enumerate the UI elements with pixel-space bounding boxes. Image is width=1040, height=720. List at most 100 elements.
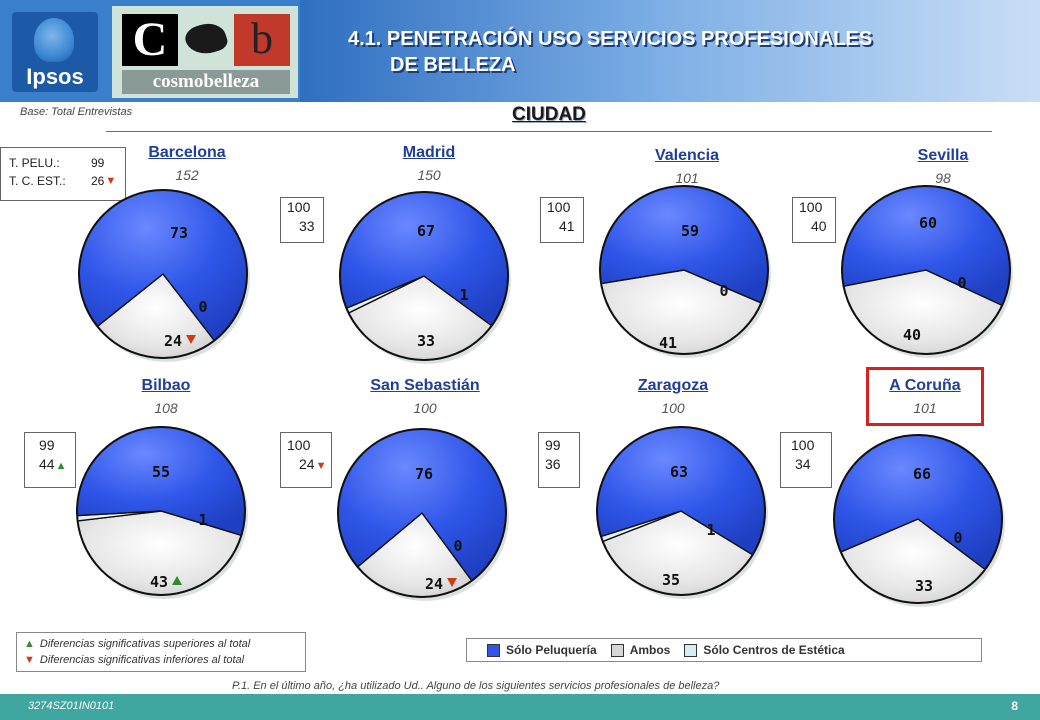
logo-b-letter: b — [234, 14, 290, 66]
ref-line1: 99 — [39, 437, 55, 453]
down-triangle-icon: ▼ — [315, 460, 327, 472]
city-base: 100 — [413, 400, 437, 416]
legend-swatch — [487, 643, 500, 657]
totals-value: 26 — [91, 174, 105, 188]
legend-swatch — [684, 643, 698, 657]
pie-value-label: 55 — [152, 463, 170, 481]
ref-line2: 44 — [39, 456, 55, 472]
reference-box: 99 44▲ — [24, 432, 76, 488]
footer: 3274SZ01IN0101 8 — [0, 694, 1040, 720]
legend-item-solo-peluqueria: Sólo Peluquería — [487, 643, 597, 657]
pie-7: 66 33 0 — [833, 434, 1005, 607]
ref-line2: 40 — [811, 218, 827, 234]
ref-line2: 36 — [545, 456, 561, 472]
pie-5: 76 24 0 — [337, 428, 509, 601]
down-triangle-icon — [447, 578, 457, 587]
pie-outline — [76, 426, 246, 596]
city-name: Zaragoza — [637, 377, 709, 394]
pie-value-label: 0 — [953, 529, 962, 547]
city-name: Valencia — [654, 147, 720, 164]
pie-value-label: 60 — [919, 214, 937, 232]
pie-value-label: 40 — [903, 326, 921, 344]
ref-line1: 100 — [287, 199, 311, 215]
city-name: Barcelona — [148, 144, 226, 161]
pie-value-label: 1 — [198, 511, 207, 529]
city-base: 150 — [417, 167, 441, 183]
totals-label: T. C. EST.: — [9, 174, 66, 188]
legend-down-row: ▼ Diferencias significativas inferiores a… — [23, 652, 305, 668]
ref-line2: 24 — [299, 456, 315, 472]
city-name: A Coruña — [889, 377, 961, 394]
pie-value-label: 41 — [659, 334, 677, 352]
pie-6: 63 35 1 — [596, 426, 768, 599]
down-triangle-icon — [186, 335, 196, 344]
page-title-line2: DE BELLEZA — [390, 54, 516, 76]
ref-line1: 100 — [791, 437, 815, 453]
ref-line2-wrap: 44▲ — [25, 455, 75, 476]
pie-value-label: 59 — [681, 222, 699, 240]
logo-c-letter: C — [122, 14, 178, 66]
pie-outline — [78, 189, 248, 359]
pie-outline — [841, 185, 1011, 355]
logo-figure-icon — [182, 14, 230, 66]
legend-item-ambos: Ambos — [610, 643, 670, 657]
pie-value-label: 0 — [198, 298, 207, 316]
page-title-line1: 4.1. PENETRACIÓN USO SERVICIOS PROFESION… — [348, 28, 873, 50]
pie-2: 59 41 0 — [599, 185, 771, 358]
ref-line2: 33 — [299, 218, 315, 234]
city-base: 100 — [661, 400, 685, 416]
city-base: 98 — [935, 170, 951, 186]
reference-box: 100 41 — [540, 197, 584, 243]
city-name: Madrid — [402, 144, 456, 161]
pie-1: 67 33 1 — [339, 191, 511, 364]
reference-box: 100 24▼ — [280, 432, 332, 488]
pie-value-label: 1 — [706, 521, 715, 539]
pie-value-label: 63 — [670, 463, 688, 481]
reference-box: 100 40 — [792, 197, 836, 243]
reference-box: 99 36 — [538, 432, 580, 488]
ref-line2-wrap: 24▼ — [281, 455, 331, 476]
pie-outline — [339, 191, 509, 361]
legend-swatch — [610, 643, 624, 657]
pie-value-label: 0 — [453, 537, 462, 555]
legend-item-solo-centros: Sólo Centros de Estética — [684, 643, 845, 657]
totals-value: 99 — [91, 156, 105, 170]
header-gradient — [300, 0, 1040, 102]
legend-label: Sólo Peluquería — [506, 643, 597, 657]
page-number: 8 — [1011, 699, 1018, 713]
ref-line1: 100 — [799, 199, 823, 215]
logo-wordmark: cosmobelleza — [122, 70, 290, 94]
city-base: 152 — [175, 167, 199, 183]
ref-line2: 34 — [795, 456, 811, 472]
question-text: P.1. En el último año, ¿ha utilizado Ud.… — [232, 680, 720, 692]
category-legend: Sólo Peluquería Ambos Sólo Centros de Es… — [466, 638, 982, 662]
highlight-frame — [866, 367, 984, 426]
up-triangle-icon: ▲ — [24, 638, 35, 650]
legend-label: Sólo Centros de Estética — [703, 643, 845, 657]
pie-outline — [596, 426, 766, 596]
ipsos-face-icon — [34, 18, 74, 62]
up-triangle-icon — [172, 576, 182, 585]
pie-outline — [599, 185, 769, 355]
pie-value-label: 0 — [957, 274, 966, 292]
totals-box: T. PELU.: 99 T. C. EST.: 26 ▼ — [0, 147, 126, 201]
totals-row: T. C. EST.: 26 ▼ — [9, 172, 125, 190]
legend-up-row: ▲ Diferencias significativas superiores a… — [23, 636, 305, 652]
city-name: Bilbao — [141, 377, 191, 394]
city-name: Sevilla — [917, 147, 969, 164]
pie-value-label: 76 — [415, 465, 433, 483]
pie-value-label: 33 — [915, 577, 933, 595]
reference-box: 100 33 — [280, 197, 324, 243]
totals-row: T. PELU.: 99 — [9, 154, 125, 172]
cosmobelleza-logo: C b cosmobelleza — [112, 6, 298, 98]
legend-down-text: Diferencias significativas inferiores al… — [39, 654, 245, 666]
ipsos-logo-text: Ipsos — [26, 64, 84, 89]
pie-value-label: 67 — [417, 222, 435, 240]
ipsos-logo: Ipsos — [12, 12, 98, 92]
section-title: CIUDAD — [512, 104, 586, 125]
up-triangle-icon: ▲ — [55, 460, 67, 472]
pie-value-label: 0 — [719, 282, 728, 300]
pie-value-label: 43 — [150, 573, 168, 591]
city-base: 108 — [154, 400, 178, 416]
reference-box: 100 34 — [780, 432, 832, 488]
